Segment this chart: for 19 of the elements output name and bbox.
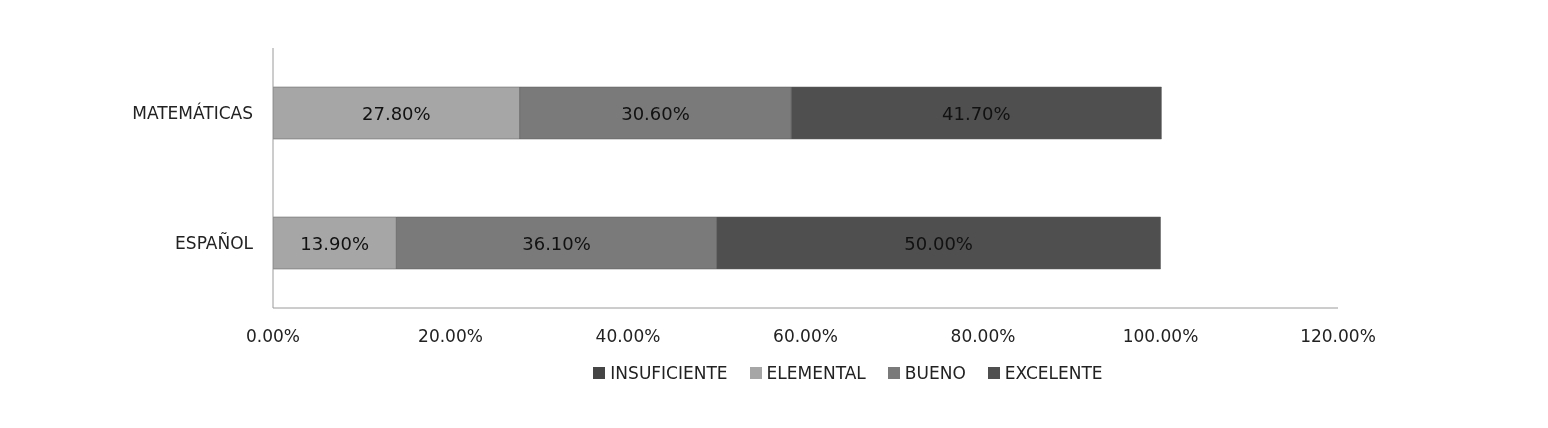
data-label: 41.70% xyxy=(942,102,1011,124)
data-label: 27.80% xyxy=(362,102,431,124)
legend-label: ELEMENTAL xyxy=(765,363,866,383)
x-tick-label: 40.00% xyxy=(595,326,661,347)
data-label: 13.90% xyxy=(300,232,369,254)
x-tick-label: 60.00% xyxy=(773,326,838,347)
legend-label: INSUFICIENTE xyxy=(609,363,728,383)
x-tick-label: 120.00% xyxy=(1300,326,1376,347)
x-tick-label: 0.00% xyxy=(245,326,301,347)
y-tick-label: MATEMÁTICAS xyxy=(132,102,253,124)
y-tick-label: ESPAÑOL xyxy=(175,232,254,254)
x-tick-label: 80.00% xyxy=(950,326,1016,347)
data-label: 50.00% xyxy=(904,232,973,254)
x-tick-label: 100.00% xyxy=(1122,326,1199,347)
legend-label: EXCELENTE xyxy=(1003,363,1103,383)
data-label: 30.60% xyxy=(621,102,690,124)
x-tick-label: 20.00% xyxy=(418,326,483,347)
data-label: 36.10% xyxy=(522,232,591,254)
legend-label: BUENO xyxy=(903,363,966,383)
